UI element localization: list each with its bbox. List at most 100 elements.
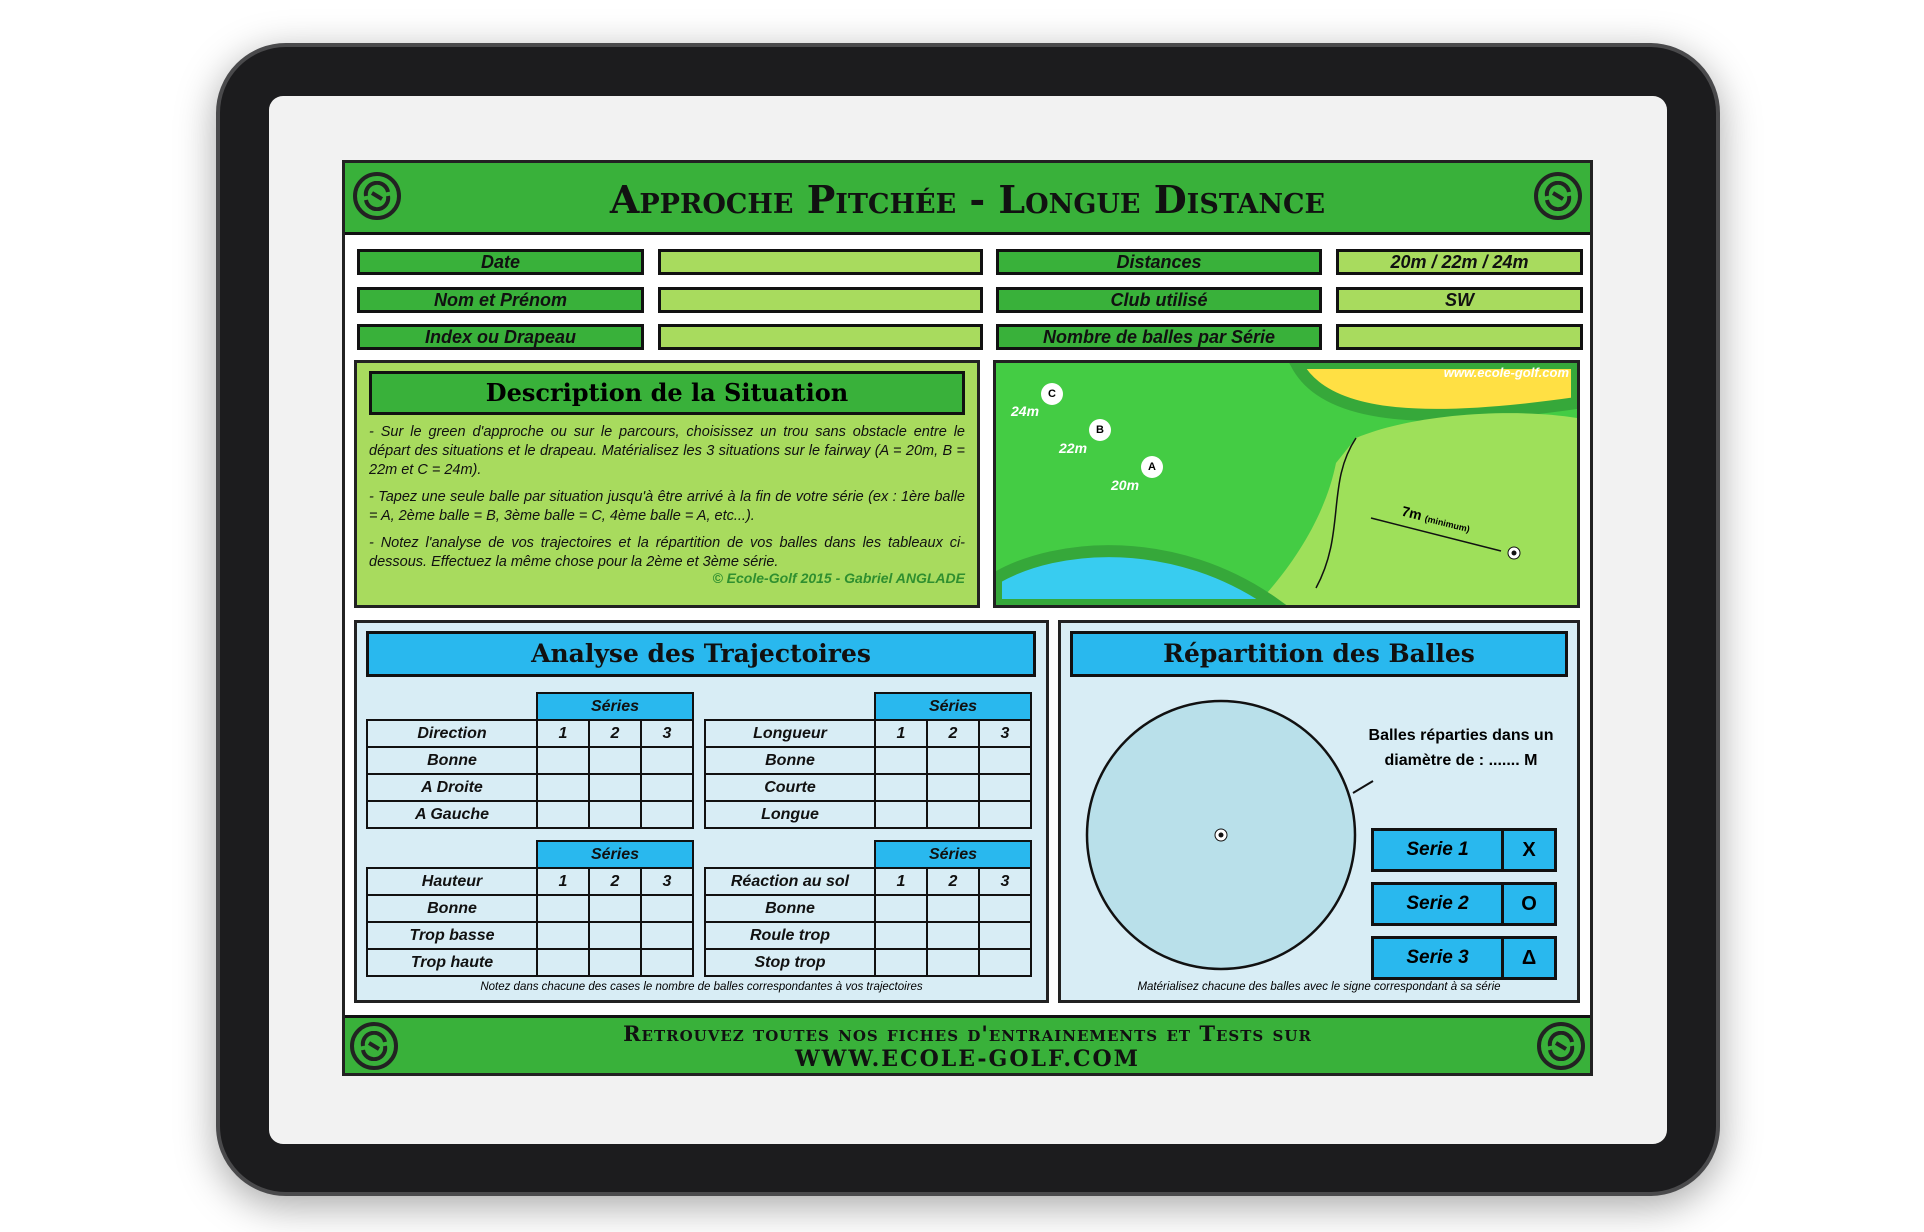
count-cell[interactable] [978,894,1032,923]
count-cell[interactable] [536,746,590,775]
series-column: 3 [978,867,1032,896]
row-label: A Gauche [366,800,538,829]
table-row: A Droite [366,773,694,802]
table-row: Roule trop [704,921,1032,950]
count-cell[interactable] [588,800,642,829]
info-label: Distances [996,249,1322,275]
table-row: Stop trop [704,948,1032,977]
series-column: 2 [926,867,980,896]
count-cell[interactable] [536,894,590,923]
series-legend-item: Serie 1 X [1371,828,1557,872]
analysis-table: Séries Direction 1 2 3 Bonne A Droite A Gauche [366,692,694,829]
count-cell[interactable] [978,800,1032,829]
row-label: Trop basse [366,921,538,950]
count-cell[interactable] [588,746,642,775]
series-column: 1 [536,719,590,748]
count-cell[interactable] [926,921,980,950]
count-cell[interactable] [874,921,928,950]
count-cell[interactable] [588,921,642,950]
series-header: Séries [536,692,694,721]
count-cell[interactable] [640,800,694,829]
count-cell[interactable] [640,894,694,923]
count-cell[interactable] [640,773,694,802]
info-label: Club utilisé [996,286,1322,313]
info-value-field[interactable] [658,324,983,350]
website-link[interactable]: WWW.ECOLE-GOLF.COM [794,1046,1141,1072]
distance-label: 20m [1111,477,1140,493]
series-legend-item: Serie 2 O [1371,882,1557,926]
footer-text: Retrouvez toutes nos fiches d'entraineme… [623,1021,1312,1046]
info-value-field[interactable] [658,249,983,275]
count-cell[interactable] [978,921,1032,950]
count-cell[interactable] [640,921,694,950]
repartition-note: Matérialisez chacune des balles avec le … [1137,981,1501,993]
info-label: Nom et Prénom [357,286,644,313]
series-sign-icon: X [1522,838,1536,861]
count-cell[interactable] [926,800,980,829]
golf-logo-icon [350,1022,398,1070]
count-cell[interactable] [536,800,590,829]
info-value-field[interactable]: SW [1336,286,1583,313]
repartition-box: Répartition des Balles Balles réparties … [1058,620,1580,1003]
series-sign-icon: Δ [1521,946,1537,969]
page-title: Approche Pitchée - Longue Distance [609,177,1326,222]
analyse-title: Analyse des Trajectoires [366,631,1036,677]
series-header: Séries [874,692,1032,721]
series-column: 3 [640,867,694,896]
copyright: © Ecole-Golf 2015 - Gabriel ANGLADE [712,570,965,586]
analysis-table: Séries Hauteur 1 2 3 Bonne Trop basse Trop haut… [366,840,694,977]
golf-logo-icon [1534,172,1582,220]
count-cell[interactable] [640,948,694,977]
count-cell[interactable] [926,948,980,977]
count-cell[interactable] [588,894,642,923]
description-title: Description de la Situation [369,371,965,415]
count-cell[interactable] [978,948,1032,977]
golf-logo-icon [1537,1022,1585,1070]
count-cell[interactable] [874,746,928,775]
count-cell[interactable] [874,773,928,802]
series-legend-item: Serie 3 Δ [1371,936,1557,980]
count-cell[interactable] [926,773,980,802]
count-cell[interactable] [874,948,928,977]
series-label: Serie 3 [1374,939,1504,977]
count-cell[interactable] [536,921,590,950]
table-row: Trop basse [366,921,694,950]
count-cell[interactable] [978,773,1032,802]
series-column: 2 [588,867,642,896]
count-cell[interactable] [536,773,590,802]
table-row: Bonne [366,894,694,923]
row-label: A Droite [366,773,538,802]
series-header: Séries [874,840,1032,869]
count-cell[interactable] [978,746,1032,775]
target-circle [1085,699,1374,971]
course-map-drawing [996,363,1577,605]
table-row: Courte [704,773,1032,802]
training-sheet: Approche Pitchée - Longue Distance Date D… [342,160,1593,1076]
count-cell[interactable] [536,948,590,977]
count-cell[interactable] [926,894,980,923]
info-value-field[interactable]: 20m / 22m / 24m [1336,249,1583,275]
series-label: Serie 1 [1374,831,1504,869]
description-box: Description de la Situation - Sur le gre… [354,360,980,608]
row-label: Bonne [366,746,538,775]
row-label: Bonne [704,894,876,923]
info-value-field[interactable] [1336,324,1583,350]
distance-label: 24m [1011,403,1040,419]
series-header: Séries [536,840,694,869]
analysis-table: Séries Réaction au sol 1 2 3 Bonne Roule trop S… [704,840,1032,977]
count-cell[interactable] [874,800,928,829]
count-cell[interactable] [588,773,642,802]
table-row: Trop haute [366,948,694,977]
footer-bar: Retrouvez toutes nos fiches d'entraineme… [345,1015,1590,1073]
count-cell[interactable] [640,746,694,775]
point-a: A [1141,456,1163,478]
count-cell[interactable] [926,746,980,775]
description-paragraph: - Sur le green d'approche ou sur le parc… [369,424,965,478]
distance-label: 22m [1059,440,1088,456]
table-header: Direction [366,719,538,748]
count-cell[interactable] [874,894,928,923]
info-value-field[interactable] [658,286,983,313]
point-c: C [1041,383,1063,405]
row-label: Trop haute [366,948,538,977]
count-cell[interactable] [588,948,642,977]
